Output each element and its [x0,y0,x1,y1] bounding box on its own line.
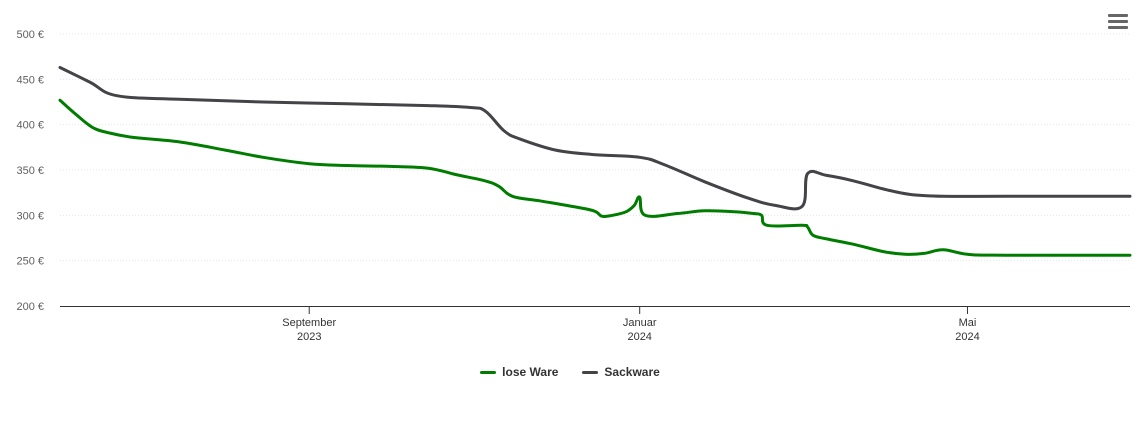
series-line-sackware[interactable] [58,66,1132,211]
grid-lines [60,33,1130,262]
y-axis: 200 € 250 € 300 € 350 € 400 € 450 € 500 € [16,29,44,313]
x-tick-label-month-2: Mai [959,317,977,329]
legend-swatch-sackware [582,370,599,374]
legend-item-lose-ware[interactable]: lose Ware [480,365,558,379]
hamburger-menu-icon [1108,14,1128,29]
chart-menu-button[interactable] [1108,14,1128,30]
series-line-lose-ware[interactable] [58,98,1132,257]
chart-legend: lose Ware Sackware [0,365,1140,379]
y-tick-label-350: 350 € [16,165,44,177]
series-lines [58,66,1132,257]
x-tick-label-year-2: 2024 [955,331,979,343]
y-tick-label-400: 400 € [16,120,44,132]
y-tick-label-250: 250 € [16,256,44,268]
legend-label-lose-ware: lose Ware [502,365,559,379]
x-tick-label-year-1: 2024 [627,331,651,343]
y-tick-label-450: 450 € [16,74,44,86]
legend-label-sackware: Sackware [604,365,660,379]
legend-swatch-lose-ware [480,370,497,374]
x-tick-label-month-0: September [282,317,336,329]
x-tick-label-month-1: Januar [623,317,657,329]
y-tick-label-500: 500 € [16,29,44,41]
y-tick-label-200: 200 € [16,301,44,313]
x-tick-label-year-0: 2023 [297,331,321,343]
x-axis: September 2023 Januar 2024 Mai 2024 [60,306,1130,343]
legend-item-sackware[interactable]: Sackware [582,365,660,379]
y-tick-label-300: 300 € [16,210,44,222]
